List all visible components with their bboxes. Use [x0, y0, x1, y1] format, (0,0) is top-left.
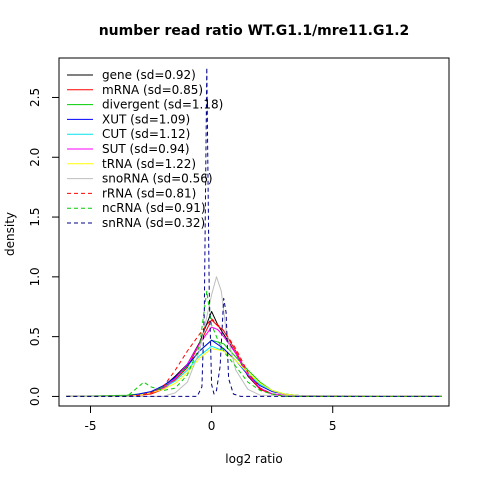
x-axis-label: log2 ratio — [225, 452, 282, 466]
legend-label: gene (sd=0.92) — [102, 68, 196, 82]
y-tick-label: 0.0 — [28, 387, 42, 406]
series-line-rrna — [66, 318, 442, 397]
y-tick-label: 2.5 — [28, 88, 42, 107]
legend-label: XUT (sd=1.09) — [102, 112, 190, 126]
series-line-trna — [66, 348, 442, 397]
y-tick-label: 1.0 — [28, 267, 42, 286]
x-tick-label: 5 — [329, 419, 337, 433]
legend-label: divergent (sd=1.18) — [102, 98, 223, 112]
series-line-snorna — [66, 276, 442, 397]
y-tick-label: 1.5 — [28, 208, 42, 227]
legend-label: SUT (sd=0.94) — [102, 142, 190, 156]
x-tick-label: 0 — [208, 419, 216, 433]
series-line-ncrna — [66, 290, 442, 397]
x-tick-label: -5 — [85, 419, 97, 433]
legend-label: tRNA (sd=1.22) — [102, 157, 196, 171]
y-axis-label: density — [3, 212, 17, 256]
series-line-snrna — [66, 67, 442, 397]
legend-label: snoRNA (sd=0.56) — [102, 172, 213, 186]
series-layer — [66, 67, 442, 397]
legend-label: ncRNA (sd=0.91) — [102, 201, 206, 215]
legend-label: mRNA (sd=0.85) — [102, 83, 203, 97]
y-tick-label: 2.0 — [28, 148, 42, 167]
legend: gene (sd=0.92)mRNA (sd=0.85)divergent (s… — [67, 68, 223, 230]
legend-label: rRNA (sd=0.81) — [102, 186, 196, 200]
plot-frame — [58, 57, 450, 407]
legend-label: CUT (sd=1.12) — [102, 127, 190, 141]
chart-title: number read ratio WT.G1.1/mre11.G1.2 — [99, 23, 410, 39]
y-tick-label: 0.5 — [28, 327, 42, 346]
legend-label: snRNA (sd=0.32) — [102, 216, 205, 230]
